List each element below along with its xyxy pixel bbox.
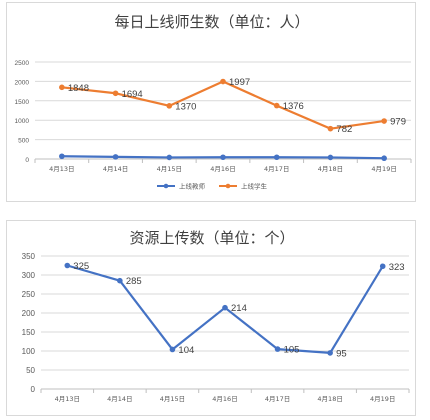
data-label: 325	[73, 261, 89, 272]
data-label: 1997	[229, 77, 250, 88]
x-tick-label: 4月18日	[317, 395, 342, 403]
data-point	[273, 102, 280, 109]
y-tick-label: 350	[22, 252, 36, 261]
x-tick-label: 4月17日	[265, 395, 290, 403]
x-tick-label: 4月17日	[264, 165, 289, 173]
data-point	[59, 153, 65, 160]
data-label: 782	[336, 124, 352, 135]
x-tick-label: 4月14日	[103, 165, 128, 173]
data-point	[112, 154, 119, 160]
data-label: 1848	[68, 83, 89, 94]
data-point	[379, 263, 386, 270]
y-tick-label: 1500	[15, 99, 30, 106]
data-label: 95	[336, 348, 347, 359]
data-point	[166, 154, 173, 161]
x-tick-label: 4月16日	[210, 165, 235, 173]
y-tick-label: 200	[22, 309, 36, 318]
data-point	[59, 84, 65, 91]
y-tick-label: 1000	[15, 118, 30, 125]
data-label: 285	[126, 276, 142, 287]
data-label: 1694	[122, 89, 143, 100]
data-point	[327, 350, 333, 356]
y-tick-label: 0	[31, 385, 36, 394]
chart-online-users: 每日上线师生数（单位：人） 0 500 1000 1500 2000 2500 4月13日 4月…	[15, 13, 412, 191]
data-point	[222, 304, 228, 311]
y-tick-label: 300	[22, 271, 36, 280]
y-tick-label: 150	[22, 328, 36, 337]
data-label: 979	[390, 117, 406, 128]
x-tick-label: 4月19日	[370, 395, 395, 403]
data-point	[381, 155, 387, 162]
data-label: 323	[389, 262, 405, 273]
x-tick-label: 4月16日	[212, 395, 237, 403]
x-tick-label: 4月13日	[49, 165, 74, 173]
data-point	[274, 346, 281, 352]
y-tick-label: 50	[26, 366, 35, 375]
data-point	[117, 277, 123, 284]
legend: 上线教师 上线学生	[157, 182, 268, 191]
y-tick-label: 2000	[15, 79, 30, 86]
data-point	[166, 103, 173, 109]
data-label: 104	[178, 345, 194, 356]
data-point	[169, 346, 176, 353]
chart-resource-uploads: 资源上传数（单位：个） 0 50 100 150 200 250 300 350 4月13日 4月1…	[22, 229, 410, 403]
y-tick-label: 250	[22, 290, 36, 299]
legend-label: 上线学生	[241, 182, 268, 191]
data-label: 1376	[283, 101, 304, 112]
data-label: 1370	[175, 101, 196, 112]
x-tick-label: 4月14日	[107, 395, 132, 403]
data-point	[327, 154, 334, 161]
x-tick-label: 4月15日	[157, 165, 182, 173]
x-tick-label: 4月19日	[371, 165, 396, 173]
data-label: 214	[231, 303, 247, 314]
chart-title: 资源上传数（单位：个）	[129, 229, 294, 247]
legend-label: 上线教师	[179, 182, 206, 191]
chart-title: 每日上线师生数（单位：人）	[114, 13, 309, 31]
data-label: 105	[284, 345, 300, 356]
y-tick-label: 500	[18, 138, 29, 145]
data-point	[112, 90, 119, 97]
y-tick-label: 100	[22, 347, 36, 356]
chart-panel-resource-uploads: 资源上传数（单位：个） 0 50 100 150 200 250 300 350 4月13日 4月1…	[6, 220, 416, 416]
y-tick-label: 2500	[15, 60, 30, 67]
data-point	[381, 118, 387, 124]
data-point	[327, 125, 334, 132]
data-point	[273, 154, 280, 161]
x-tick-label: 4月15日	[160, 395, 185, 403]
x-tick-label: 4月13日	[55, 395, 80, 403]
legend-marker	[163, 183, 169, 189]
data-point	[220, 78, 226, 85]
y-tick-label: 0	[25, 157, 29, 164]
legend-marker	[225, 183, 231, 189]
chart-panel-online-users: 每日上线师生数（单位：人） 0 500 1000 1500 2000 2500 4月13日 4月…	[6, 2, 416, 202]
x-tick-label: 4月18日	[318, 165, 343, 173]
series-line	[61, 80, 385, 130]
data-point	[64, 262, 71, 269]
data-point	[220, 154, 226, 161]
